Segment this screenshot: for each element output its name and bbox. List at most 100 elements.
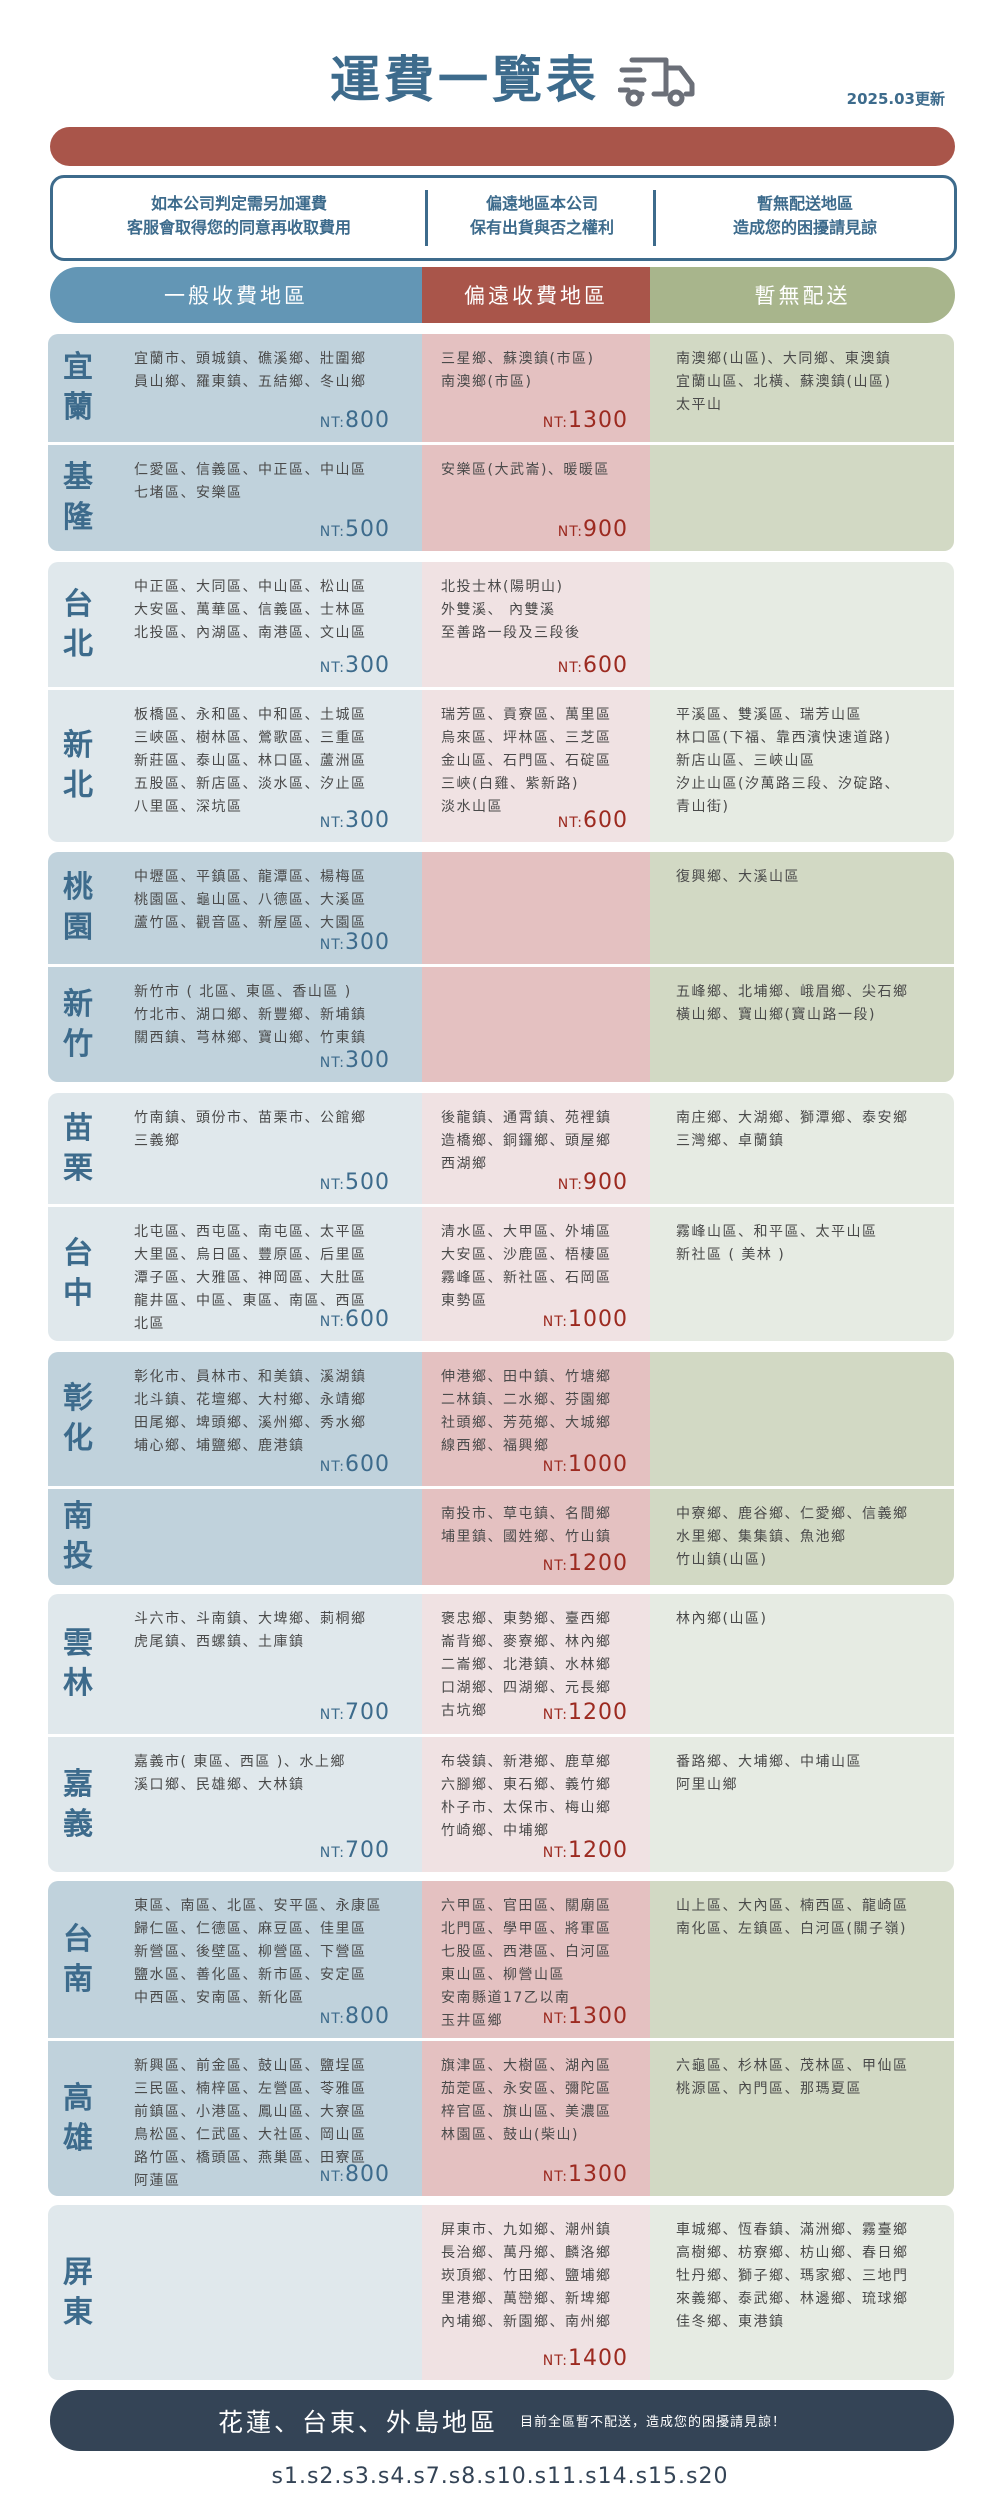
region-name: 桃園 <box>58 852 98 964</box>
top-banner <box>50 127 955 166</box>
area-line: 六甲區、官田區、關廟區 <box>441 1898 612 1914</box>
area-line: 汐止山區(汐萬路三段、汐碇路、 <box>676 776 900 792</box>
region-name: 基隆 <box>58 445 98 551</box>
region-row: 台中北屯區、西屯區、南屯區、太平區 大里區、烏日區、豐原區、后里區 潭子區、大雅區、… <box>48 1207 954 1341</box>
currency-prefix: NT: <box>319 1707 345 1723</box>
cell-none: 六龜區、杉林區、茂林區、甲仙區 桃源區、內門區、那瑪夏區 <box>650 2041 954 2196</box>
area-line: 梓官區、旗山區、美濃區 <box>441 2104 612 2120</box>
area-line: 北屯區、西屯區、南屯區、太平區 <box>134 1224 367 1240</box>
shipping-fee: NT:600 <box>558 808 628 836</box>
fee-amount: 300 <box>345 930 390 955</box>
area-line: 路竹區、橋頭區、燕巢區、田寮區 <box>134 2150 367 2166</box>
cell-none <box>650 445 954 551</box>
area-line: 伸港鄉、田中鎮、竹塘鄉 <box>441 1369 612 1385</box>
fee-amount: 600 <box>583 808 628 833</box>
area-line: 八里區、深坑區 <box>134 799 243 815</box>
area-line: 屏東市、九如鄉、潮州鎮 <box>441 2222 612 2238</box>
area-line: 新店山區、三峽山區 <box>676 753 816 769</box>
area-line: 山上區、大內區、楠西區、龍崎區 <box>676 1898 909 1914</box>
area-line: 口湖鄉、四湖鄉、元長鄉 <box>441 1680 612 1696</box>
area-line: 北投區、內湖區、南港區、文山區 <box>134 625 367 641</box>
currency-prefix: NT: <box>319 1314 345 1330</box>
area-line: 新社區 ( 美林 ) <box>676 1247 786 1263</box>
area-line: 崙背鄉、麥寮鄉、林內鄉 <box>441 1634 612 1650</box>
area-line: 板橋區、永和區、中和區、土城區 <box>134 707 367 723</box>
currency-prefix: NT: <box>319 1055 345 1071</box>
region-name-char: 彰 <box>63 1381 93 1416</box>
area-line: 霧峰山區、和平區、太平山區 <box>676 1224 878 1240</box>
area-line: 二崙鄉、北港鎮、水林鄉 <box>441 1657 612 1673</box>
area-line: 三義鄉 <box>134 1133 181 1149</box>
fee-amount: 300 <box>345 653 390 678</box>
shipping-fee: NT:300 <box>320 930 390 958</box>
currency-prefix: NT: <box>557 660 583 676</box>
shipping-fee: NT:1300 <box>543 408 628 436</box>
region-name-char: 園 <box>63 910 93 945</box>
region-name-char: 苗 <box>63 1110 93 1146</box>
area-list: 南澳鄉(山區)、大同鄉、東澳鎮 宜蘭山區、北橫、蘇澳鎮(山區) 太平山 <box>676 348 891 417</box>
shipping-fee: NT:600 <box>320 1307 390 1335</box>
area-line: 至善路一段及三段後 <box>441 625 581 641</box>
cell-none: 霧峰山區、和平區、太平山區 新社區 ( 美林 ) <box>650 1207 954 1341</box>
shipping-fee: NT:1200 <box>543 1551 628 1579</box>
fee-amount: 1400 <box>568 2346 628 2371</box>
region-name-char: 台 <box>63 586 93 622</box>
shipping-fee: NT:600 <box>558 653 628 681</box>
region-name: 苗栗 <box>58 1093 98 1204</box>
cell-general: 桃園中壢區、平鎮區、龍潭區、楊梅區 桃園區、龜山區、八德區、大溪區 蘆竹區、觀音區、… <box>48 852 422 964</box>
region-name: 新竹 <box>58 967 98 1082</box>
area-line: 虎尾鎮、西螺鎮、土庫鎮 <box>134 1634 305 1650</box>
region-name-char: 新 <box>63 728 93 763</box>
area-line: 褒忠鄉、東勢鄉、臺西鄉 <box>441 1611 612 1627</box>
notice-line: 如本公司判定需另加運費 <box>150 194 327 213</box>
area-list: 北投士林(陽明山) 外雙溪、 內雙溪 至善路一段及三段後 <box>441 576 581 645</box>
region-row: 台南東區、南區、北區、安平區、永康區 歸仁區、仁德區、麻豆區、佳里區 新營區、後壁區… <box>48 1881 954 2038</box>
shipping-fee: NT:800 <box>320 408 390 436</box>
area-line: 高樹鄉、枋寮鄉、枋山鄉、春日鄉 <box>676 2245 909 2261</box>
region-name-char: 基 <box>63 460 93 495</box>
area-line: 林口區(下福、靠西濱快速道路) <box>676 730 892 746</box>
cell-general: 彰化彰化市、員林市、和美鎮、溪湖鎮 北斗鎮、花壇鄉、大村鄉、永靖鄉 田尾鄉、埤頭鄉、… <box>48 1352 422 1486</box>
notice-remote: 偏遠地區本公司 保有出貨與否之權利 <box>428 192 656 240</box>
cell-none: 番路鄉、大埔鄉、中埔山區 阿里山鄉 <box>650 1737 954 1872</box>
cell-general: 苗栗竹南鎮、頭份市、苗栗市、公館鄉 三義鄉 NT:500 <box>48 1093 422 1204</box>
cell-remote: 褒忠鄉、東勢鄉、臺西鄉 崙背鄉、麥寮鄉、林內鄉 二崙鄉、北港鎮、水林鄉 口湖鄉、四湖鄉… <box>422 1594 650 1734</box>
area-line: 龍井區、中區、東區、南區、西區 <box>134 1293 367 1309</box>
currency-prefix: NT: <box>319 524 345 540</box>
currency-prefix: NT: <box>542 1558 568 1574</box>
area-list: 宜蘭市、頭城鎮、礁溪鄉、壯圍鄉 員山鄉、羅東鎮、五結鄉、冬山鄉 <box>134 348 367 394</box>
region-name-char: 台 <box>63 1236 93 1271</box>
region-name: 高雄 <box>58 2041 98 2196</box>
area-line: 佳冬鄉、東港鎮 <box>676 2314 785 2330</box>
area-line: 里港鄉、萬巒鄉、新埤鄉 <box>441 2291 612 2307</box>
area-list: 山上區、大內區、楠西區、龍崎區 南化區、左鎮區、白河區(關子嶺) <box>676 1895 909 1941</box>
area-line: 新竹市 ( 北區、東區、香山區 ) <box>134 984 352 1000</box>
area-list: 板橋區、永和區、中和區、土城區 三峽區、樹林區、鶯歌區、三重區 新莊區、泰山區、林口… <box>134 704 367 819</box>
cell-none: 山上區、大內區、楠西區、龍崎區 南化區、左鎮區、白河區(關子嶺) <box>650 1881 954 2038</box>
region-name-char: 隆 <box>63 500 93 535</box>
area-line: 車城鄉、恆春鎮、滿洲鄉、霧臺鄉 <box>676 2222 909 2238</box>
area-list: 北屯區、西屯區、南屯區、太平區 大里區、烏日區、豐原區、后里區 潭子區、大雅區、神岡… <box>134 1221 367 1336</box>
area-list: 新興區、前金區、鼓山區、鹽埕區 三民區、楠梓區、左營區、苓雅區 前鎮區、小港區、鳳山… <box>134 2055 367 2193</box>
area-line: 新興區、前金區、鼓山區、鹽埕區 <box>134 2058 367 2074</box>
cell-remote: 布袋鎮、新港鄉、鹿草鄉 六腳鄉、東石鄉、義竹鄉 朴子市、太保市、梅山鄉 竹崎鄉、中埔鄉… <box>422 1737 650 1872</box>
region-group: 彰化彰化市、員林市、和美鎮、溪湖鎮 北斗鎮、花壇鄉、大村鄉、永靖鄉 田尾鄉、埤頭鄉、… <box>48 1352 954 1585</box>
column-headers: 一般收費地區 偏遠收費地區 暫無配送 <box>50 267 955 323</box>
area-line: 清水區、大甲區、外埔區 <box>441 1224 612 1240</box>
area-list: 霧峰山區、和平區、太平山區 新社區 ( 美林 ) <box>676 1221 878 1267</box>
shipping-fee: NT:1400 <box>543 2346 628 2374</box>
cell-general: 新北板橋區、永和區、中和區、土城區 三峽區、樹林區、鶯歌區、三重區 新莊區、泰山區、… <box>48 690 422 842</box>
currency-prefix: NT: <box>319 815 345 831</box>
fee-amount: 1200 <box>568 1551 628 1576</box>
area-line: 潭子區、大雅區、神岡區、大肚區 <box>134 1270 367 1286</box>
area-line: 平溪區、雙溪區、瑞芳山區 <box>676 707 862 723</box>
area-line: 東山區、柳營山區 <box>441 1967 565 1983</box>
area-line: 霧峰區、新社區、石岡區 <box>441 1270 612 1286</box>
currency-prefix: NT: <box>542 1314 568 1330</box>
area-line: 中西區、安南區、新化區 <box>134 1990 305 2006</box>
fee-amount: 1000 <box>568 1452 628 1477</box>
area-list: 褒忠鄉、東勢鄉、臺西鄉 崙背鄉、麥寮鄉、林內鄉 二崙鄉、北港鎮、水林鄉 口湖鄉、四湖鄉… <box>441 1608 612 1723</box>
area-line: 北斗鎮、花壇鄉、大村鄉、永靖鄉 <box>134 1392 367 1408</box>
cell-general: 高雄新興區、前金區、鼓山區、鹽埕區 三民區、楠梓區、左營區、苓雅區 前鎮區、小港區、… <box>48 2041 422 2196</box>
shipping-fee: NT:1200 <box>543 1838 628 1866</box>
